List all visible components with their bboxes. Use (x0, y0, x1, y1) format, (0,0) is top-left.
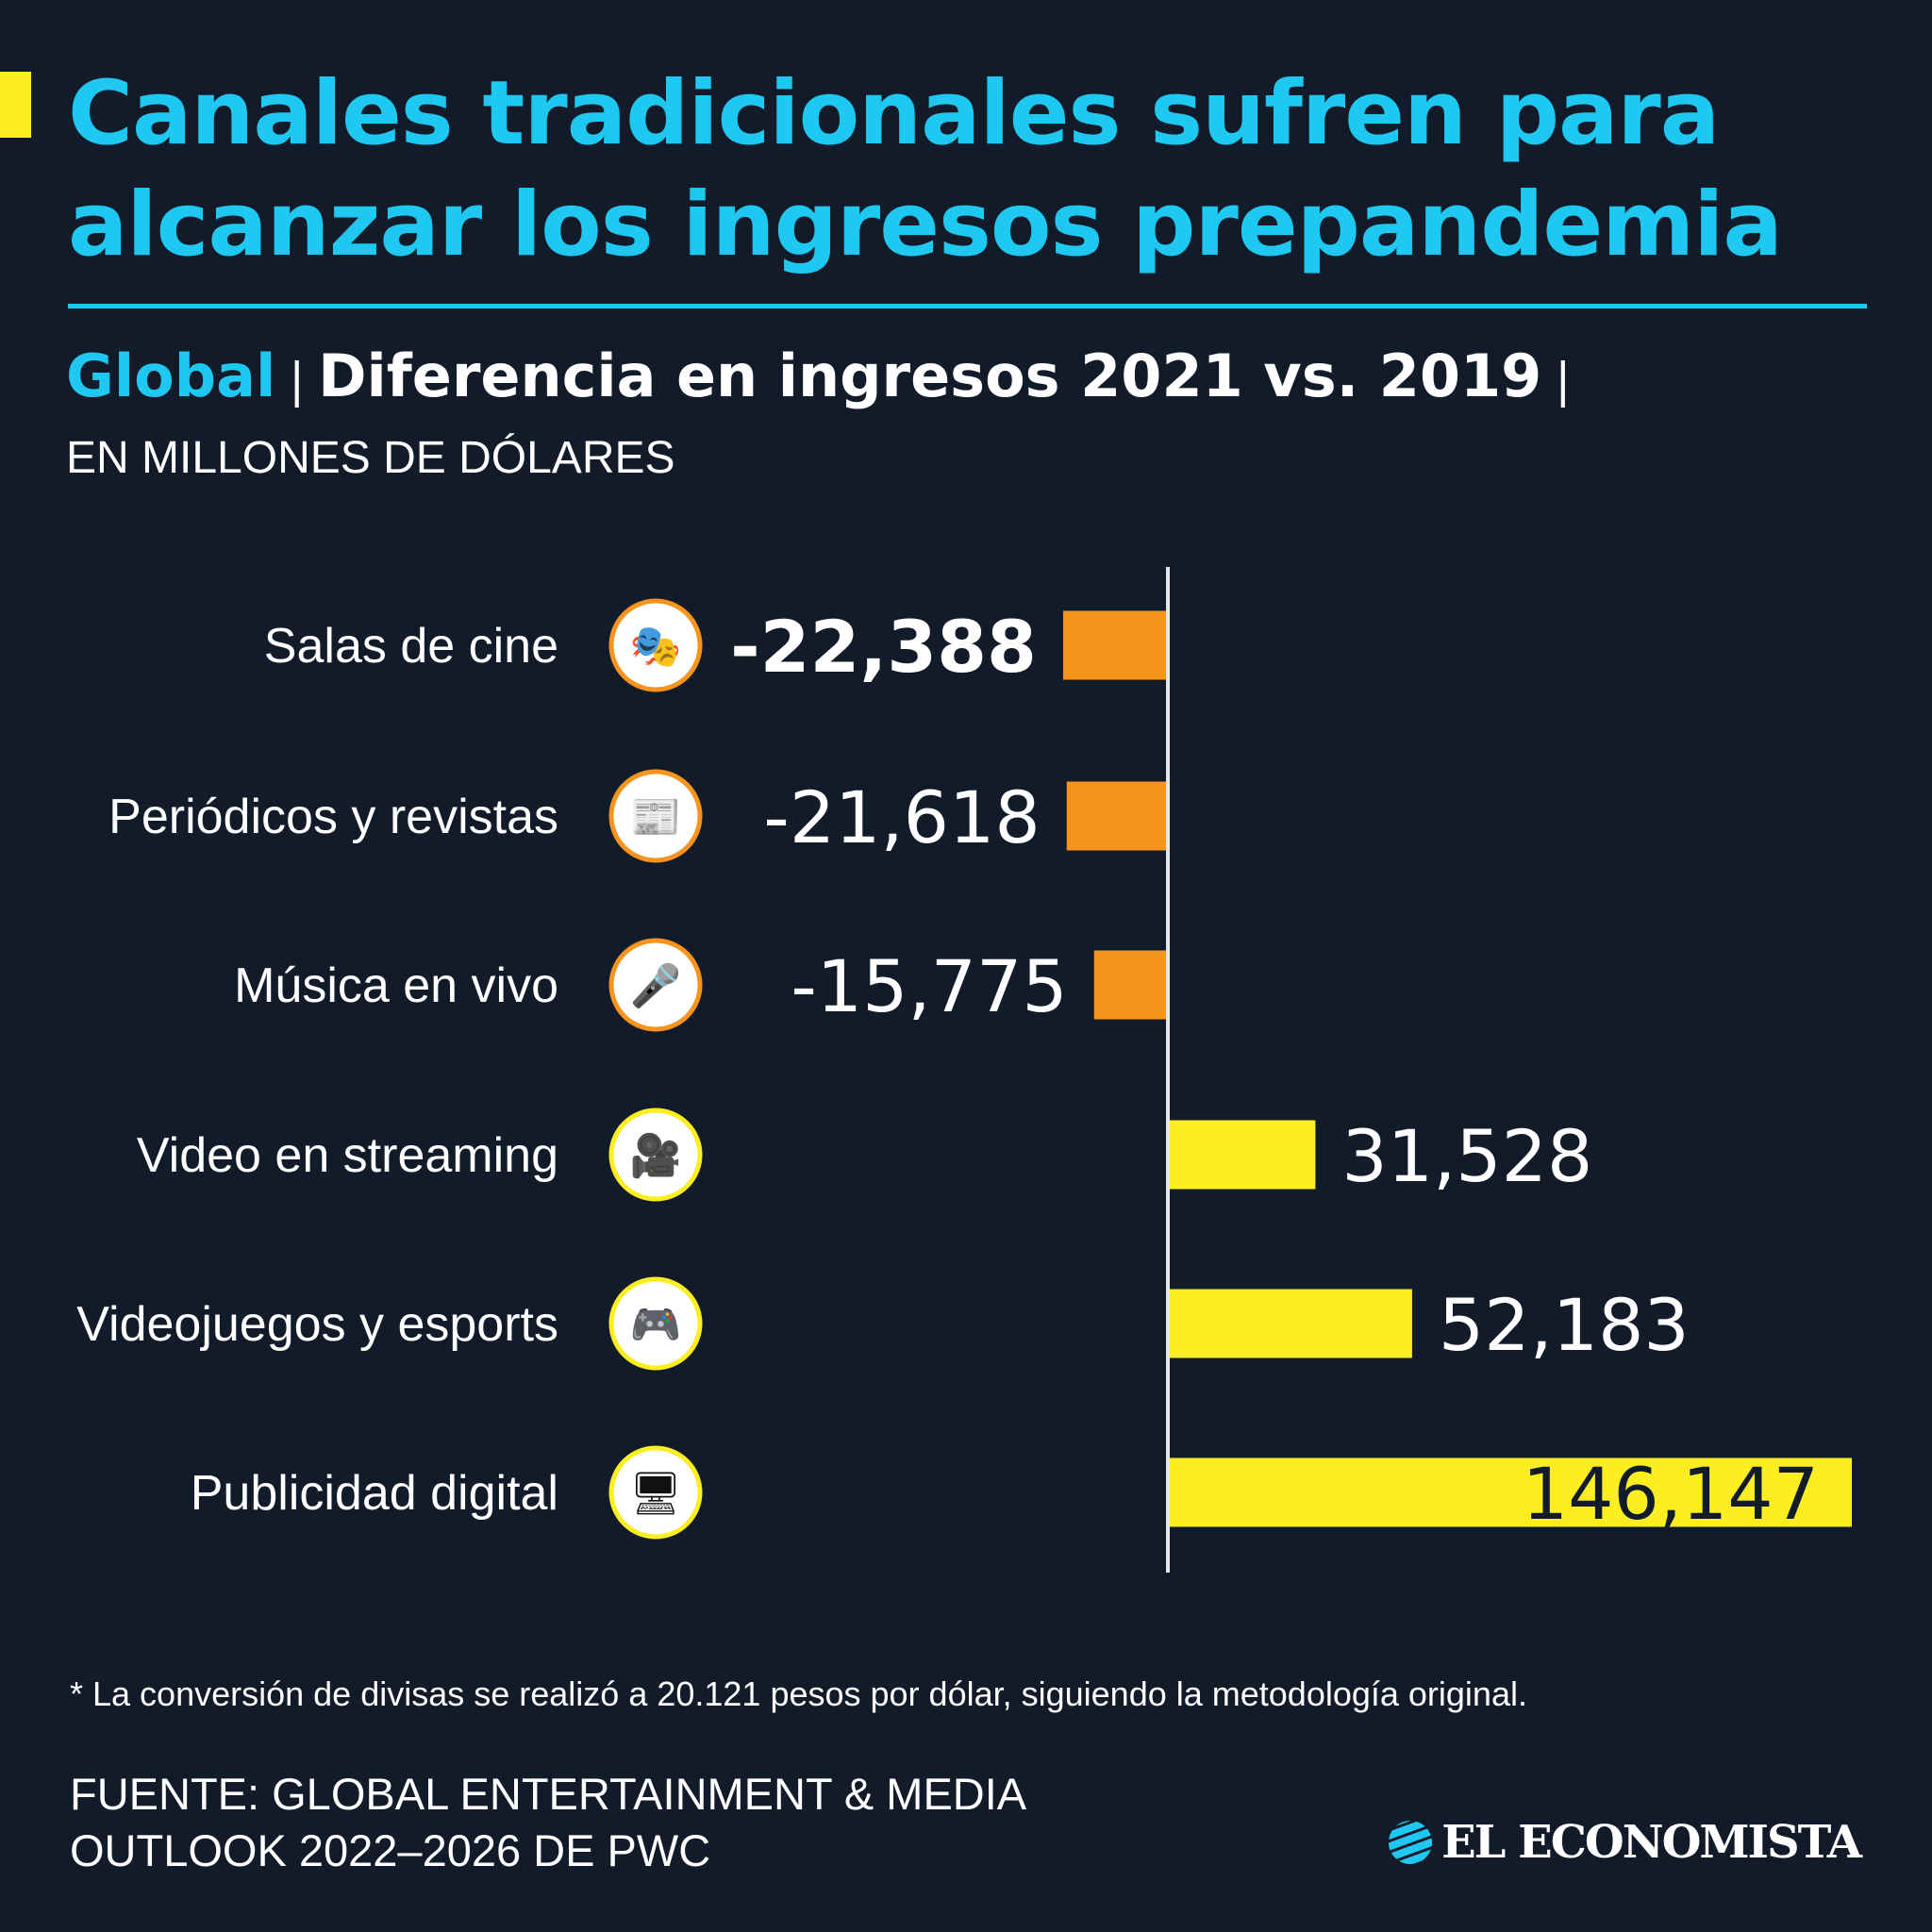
game-console-icon (608, 1276, 703, 1371)
logo-text: EL ECONOMISTA (1441, 1816, 1862, 1869)
title-marker (0, 72, 31, 138)
category-label: Videojuegos y esports (76, 1297, 558, 1352)
bar (1168, 1289, 1412, 1358)
streaming-video-icon (608, 1108, 703, 1202)
value-label: -15,775 (791, 944, 1067, 1028)
source: FUENTE: GLOBAL ENTERTAINMENT & MEDIA OUT… (70, 1766, 1026, 1879)
streaming-video-icon-glyph: 🎥 (630, 1132, 682, 1180)
page-title: Canales tradicionales sufren para alcanz… (68, 58, 1783, 281)
category-label: Publicidad digital (191, 1466, 558, 1521)
category-label: Video en streaming (137, 1128, 558, 1183)
value-label: 52,183 (1439, 1283, 1690, 1367)
digital-ads-icon-glyph: 🖥 (629, 1470, 682, 1518)
newspaper-icon-glyph: 📰 (630, 793, 682, 841)
concert-stage-icon-glyph: 🎤 (630, 960, 682, 1010)
title-line-1: Canales tradicionales sufren para (68, 62, 1720, 165)
value-label: -21,618 (763, 775, 1040, 859)
bar (1168, 1457, 1852, 1527)
digital-ads-icon (608, 1445, 703, 1540)
cinema-icon (608, 598, 703, 692)
bar (1062, 610, 1168, 680)
bar (1093, 950, 1168, 1020)
logo: EL ECONOMISTA (1389, 1816, 1862, 1869)
units-label: EN MILLONES DE DÓLARES (66, 433, 675, 483)
subtitle: Global | Diferencia en ingresos 2021 vs. 2… (66, 341, 1584, 410)
bar (1066, 781, 1168, 851)
title-divider (68, 304, 1867, 308)
subtitle-separator: | (1555, 353, 1572, 408)
concert-stage-icon (608, 938, 703, 1032)
subtitle-separator: | (289, 353, 306, 408)
title-line-2: alcanzar los ingresos prepandemia (68, 174, 1783, 276)
value-label: -22,388 (730, 605, 1037, 689)
value-label: 146,147 (1523, 1452, 1819, 1536)
subtitle-main: Diferencia en ingresos 2021 vs. 2019 (318, 341, 1542, 410)
footnote: * La conversión de divisas se realizó a … (70, 1674, 1527, 1713)
category-label: Música en vivo (234, 958, 558, 1013)
source-line-1: FUENTE: GLOBAL ENTERTAINMENT & MEDIA (70, 1769, 1027, 1819)
bar (1168, 1120, 1316, 1190)
game-console-icon-glyph: 🎮 (630, 1301, 682, 1349)
category-label: Periódicos y revistas (108, 790, 558, 844)
newspaper-icon (608, 769, 703, 863)
cinema-icon-glyph: 🎭 (630, 623, 682, 671)
subtitle-region: Global (66, 341, 276, 410)
category-label: Salas de cine (264, 619, 558, 674)
source-line-2: OUTLOOK 2022–2026 DE PWC (70, 1825, 711, 1875)
globe-logo-icon (1389, 1821, 1433, 1864)
value-label: 31,528 (1341, 1114, 1592, 1198)
